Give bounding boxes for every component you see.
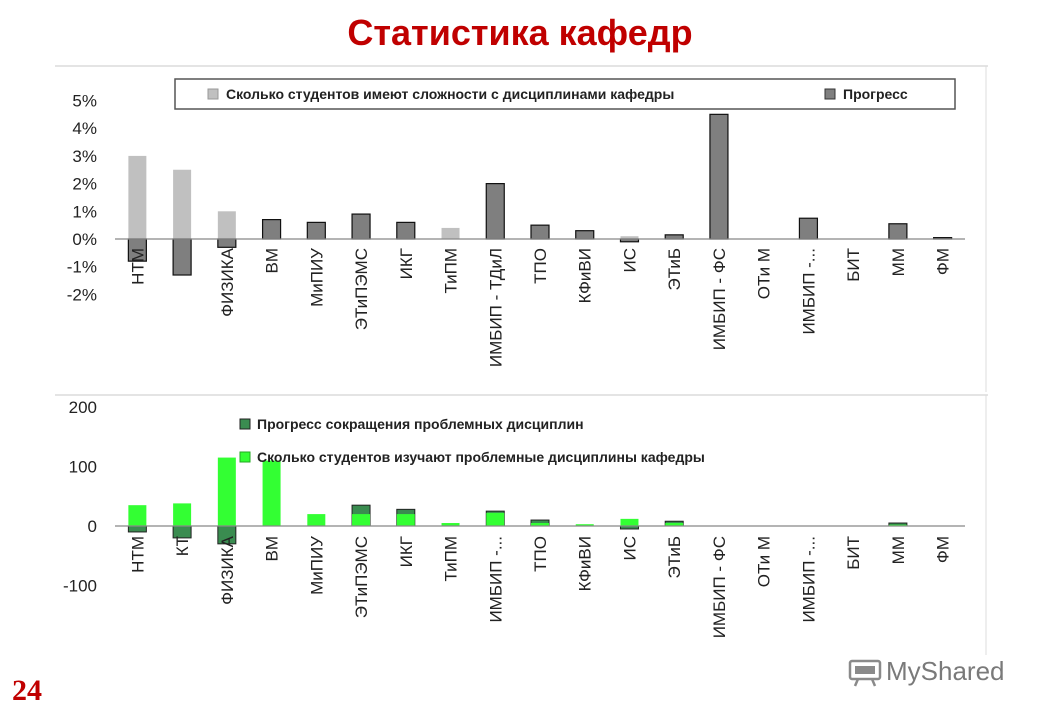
chart-students-progress: 200 100 0 -100 НТМ КТ ФИЗИКА ВМ МиПИУ ЭТиПЭМС ИКГ… [55, 394, 988, 655]
c1-bar-difficulty [173, 169, 192, 239]
c1-y-tick: 2% [72, 175, 97, 194]
c1-bar-progress [709, 113, 729, 240]
c1-bar-progress [664, 234, 684, 240]
c2-category-label: ФИЗИКА [218, 535, 237, 605]
chart1-legend: Сколько студентов имеют сложности с дисц… [174, 78, 956, 110]
c2-category-label: ФМ [934, 536, 953, 563]
c2-y-tick: 200 [69, 398, 97, 417]
slide-title: Статистика кафедр [347, 12, 693, 53]
c2-bar-reduction [127, 525, 147, 533]
c2-bar-students [396, 514, 415, 526]
c1-bar-progress [396, 221, 416, 240]
c2-bar-students [262, 460, 281, 526]
slide-number: 24 [12, 674, 42, 707]
c1-bar-progress [798, 217, 819, 240]
c1-bar-progress [217, 238, 237, 248]
c2-category-label: БИТ [844, 536, 863, 570]
c2-y-tick: -100 [63, 577, 97, 596]
c1-category-label: ИКГ [397, 248, 416, 279]
c1-category-label: КФиВИ [576, 248, 595, 303]
c1-bar-progress [306, 221, 326, 240]
c2-bar-students [531, 523, 549, 526]
c2-bar-students [665, 523, 684, 526]
c2-bar-students [173, 503, 192, 526]
c1-y-tick: 3% [72, 147, 97, 166]
c2-category-label: ТиПМ [442, 536, 461, 582]
c1-y-tick: 4% [72, 119, 97, 138]
c2-category-label: ЭТиБ [665, 536, 684, 579]
c1-category-label: МиПИУ [307, 248, 326, 307]
legend-label-progress: Прогресс [843, 86, 908, 102]
c1-y-tick: 1% [72, 202, 97, 221]
c2-category-label: ЭТиПЭМС [352, 536, 371, 618]
c2-category-label: ИМБИП -... [486, 536, 505, 623]
c1-bar-progress [530, 224, 550, 240]
c1-y-tick: -1% [67, 258, 97, 277]
c1-category-label: ИМБИП - ТДиЛ [486, 248, 505, 367]
c2-category-label: МиПИУ [307, 536, 326, 595]
c1-category-label: ИМБИП -... [799, 248, 818, 335]
c1-category-label: ТиПМ [442, 248, 461, 294]
c1-category-label: ЭТиБ [665, 248, 684, 291]
c1-bar-difficulty [217, 211, 236, 239]
c2-bar-students [307, 514, 326, 526]
c2-category-label: ИКГ [397, 536, 416, 567]
watermark-text: MyShared [886, 656, 1005, 686]
c2-bar-students [217, 457, 236, 526]
c2-category-label: ИС [620, 536, 639, 561]
c1-bar-difficulty [441, 227, 460, 239]
c1-category-label: ММ [889, 248, 908, 276]
c1-bar-progress [261, 219, 282, 240]
c2-bar-students [575, 524, 594, 526]
c1-bar-difficulty [620, 236, 639, 239]
legend-label-difficulty: Сколько студентов имеют сложности с дисц… [226, 86, 674, 102]
c2-category-label: ИМБИП -... [799, 536, 818, 623]
c2-category-label: КФиВИ [576, 536, 595, 591]
c1-y-tick: 0% [72, 230, 97, 249]
legend-swatch-difficulty [207, 88, 219, 100]
c2-category-label: ИМБИП - ФС [710, 536, 729, 638]
c2-y-tick: 0 [88, 517, 97, 536]
c1-y-tick: 5% [72, 92, 97, 111]
chart-difficulty-progress: 5% 4% 3% 2% 1% 0% -1% -2% НТМ ФИЗИКА ВМ МиПИУ ЭТиПЭ… [55, 65, 988, 392]
chart2-legend: Прогресс сокращения проблемных дисциплин… [239, 416, 705, 465]
c2-bar-students [128, 505, 147, 526]
c2-y-tick: 100 [69, 458, 97, 477]
c1-bar-progress [172, 238, 192, 276]
c2-category-label: ММ [889, 536, 908, 564]
c1-category-label: ИМБИП - ФС [710, 248, 729, 350]
c2-category-label: ТПО [531, 536, 550, 572]
c1-y-tick: -2% [67, 285, 97, 304]
c2-bar-students [441, 523, 460, 526]
projector-icon [848, 659, 882, 686]
legend-swatch-reduction [239, 418, 251, 430]
c2-category-label: ОТи М [755, 536, 774, 587]
c1-category-label: ФИЗИКА [218, 247, 237, 317]
legend-swatch-progress [824, 88, 836, 100]
c1-category-label: НТМ [128, 248, 147, 285]
c1-category-label: ВМ [263, 248, 282, 274]
c1-bar-difficulty [128, 155, 147, 239]
c1-bar-progress [888, 223, 908, 240]
c1-bar-progress [575, 230, 595, 240]
c2-bar-students [620, 518, 639, 526]
c2-category-label: ВМ [263, 536, 282, 562]
c2-category-label: КТ [173, 536, 192, 556]
c1-category-label: ФМ [934, 248, 953, 275]
c1-category-label: ОТи М [755, 248, 774, 299]
legend-swatch-students [239, 451, 251, 463]
legend-label-reduction: Прогресс сокращения проблемных дисциплин [257, 416, 584, 432]
c1-category-label: ЭТиПЭМС [352, 248, 371, 330]
c1-category-label: ИС [620, 248, 639, 273]
c1-category-label: БИТ [844, 248, 863, 282]
c1-bar-progress [485, 183, 505, 240]
c2-category-label: НТМ [128, 536, 147, 573]
legend-label-students: Сколько студентов изучают проблемные дис… [257, 449, 705, 465]
c2-bar-students [352, 514, 371, 526]
c1-category-label: ТПО [531, 248, 550, 284]
c2-bar-students [486, 512, 505, 526]
c1-bar-progress [351, 213, 371, 240]
watermark: MyShared [848, 656, 1005, 687]
